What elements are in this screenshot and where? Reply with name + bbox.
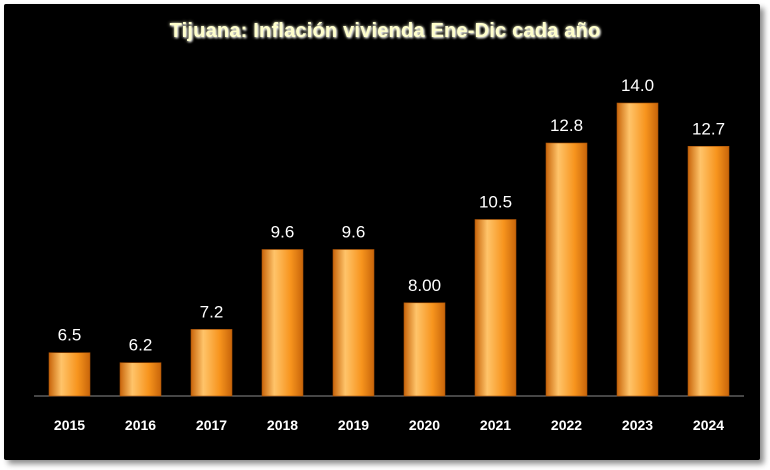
bar-value-label-2020: 8.00	[408, 276, 441, 295]
bar-2019	[332, 249, 375, 397]
bar-2021	[474, 219, 517, 397]
x-tick-label-2023: 2023	[622, 417, 653, 433]
bar-value-label-2023: 14.0	[621, 76, 654, 95]
x-tick-label-2021: 2021	[480, 417, 511, 433]
bar-value-label-2017: 7.2	[200, 302, 224, 321]
bar-2018	[261, 249, 304, 397]
bar-2022	[545, 142, 588, 397]
x-tick-label-2022: 2022	[551, 417, 582, 433]
bar-2016	[119, 362, 162, 397]
x-tick-label-2016: 2016	[125, 417, 156, 433]
bar-value-label-2022: 12.8	[550, 116, 583, 135]
chart-title: Tijuana: Inflación vivienda Ene-Dic cada…	[169, 20, 601, 42]
bar-2023	[616, 102, 659, 397]
x-tick-label-2017: 2017	[196, 417, 227, 433]
bar-value-label-2024: 12.7	[692, 119, 725, 138]
x-tick-label-2018: 2018	[267, 417, 298, 433]
bar-value-label-2018: 9.6	[271, 223, 295, 242]
bar-value-label-2016: 6.2	[129, 336, 153, 355]
bar-2017	[190, 329, 233, 397]
x-tick-label-2019: 2019	[338, 417, 369, 433]
bar-value-label-2021: 10.5	[479, 193, 512, 212]
bar-value-label-2019: 9.6	[342, 223, 366, 242]
x-tick-label-2020: 2020	[409, 417, 440, 433]
x-tick-label-2024: 2024	[693, 417, 724, 433]
bar-2015	[48, 352, 91, 397]
bar-value-label-2015: 6.5	[58, 326, 82, 345]
x-tick-label-2015: 2015	[54, 417, 85, 433]
bar-2020	[403, 302, 446, 397]
bar-2024	[687, 146, 730, 397]
